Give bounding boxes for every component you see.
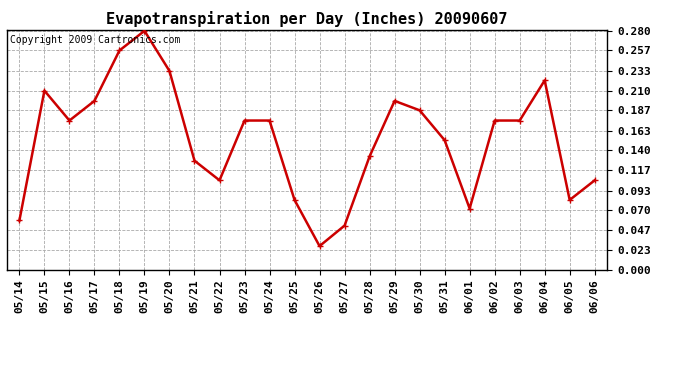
Title: Evapotranspiration per Day (Inches) 20090607: Evapotranspiration per Day (Inches) 2009… <box>106 12 508 27</box>
Text: Copyright 2009 Cartronics.com: Copyright 2009 Cartronics.com <box>10 35 180 45</box>
